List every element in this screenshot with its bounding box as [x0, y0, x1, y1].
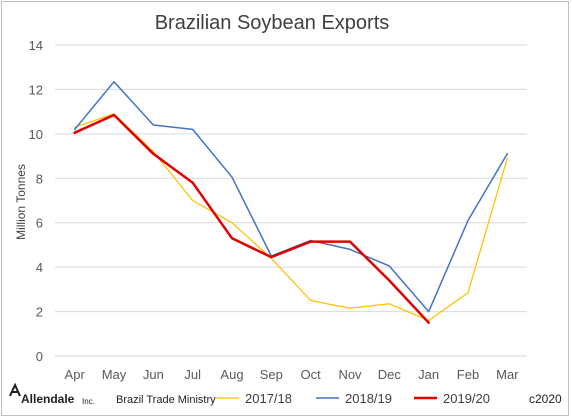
legend-label: 2017/18 — [245, 391, 292, 406]
x-tick-label: Oct — [301, 367, 322, 382]
series-line-2018-19 — [73, 80, 509, 313]
x-tick-label: Jun — [143, 367, 164, 382]
company-logo: Allendale Inc. — [9, 382, 95, 406]
x-tick-label: Aug — [220, 367, 243, 382]
copyright-note: c2020 — [529, 392, 562, 406]
legend-label: 2018/19 — [345, 391, 392, 406]
series-lines — [73, 80, 509, 324]
x-tick-label: Dec — [378, 367, 402, 382]
y-axis-title: Million Tonnes — [14, 164, 28, 240]
logo-name: Allendale — [21, 392, 75, 406]
y-tick-label: 10 — [29, 127, 43, 142]
x-tick-label: Jul — [184, 367, 201, 382]
x-tick-label: Apr — [65, 367, 86, 382]
legend-label: 2019/20 — [443, 391, 490, 406]
source-note: Brazil Trade Ministry — [116, 394, 216, 406]
x-tick-label: Feb — [457, 367, 479, 382]
x-tick-label: May — [102, 367, 127, 382]
x-tick-label: Nov — [338, 367, 362, 382]
series-line-2017-18 — [74, 113, 508, 322]
chart-title: Brazilian Soybean Exports — [155, 12, 390, 34]
y-tick-label: 14 — [29, 38, 43, 53]
series-line-2019-20 — [73, 113, 430, 324]
y-tick-label: 12 — [29, 82, 43, 97]
logo-suffix: Inc. — [82, 397, 95, 406]
x-tick-labels: Apr May Jun Jul Aug Sep Oct Nov Dec Jan Feb Mar — [65, 367, 520, 382]
x-tick-label: Mar — [496, 367, 519, 382]
x-tick-label: Jan — [418, 367, 439, 382]
y-tick-labels: 0 2 4 6 8 10 12 14 — [29, 38, 43, 364]
y-tick-label: 2 — [36, 305, 43, 320]
y-tick-label: 0 — [36, 349, 43, 364]
y-tick-label: 4 — [36, 260, 43, 275]
gridlines — [55, 44, 527, 357]
x-tick-label: Sep — [260, 367, 283, 382]
legend: 2017/18 2018/19 2019/20 — [216, 391, 490, 406]
y-tick-label: 8 — [36, 171, 43, 186]
y-tick-label: 6 — [36, 216, 43, 231]
logo-mark-icon — [9, 382, 21, 397]
